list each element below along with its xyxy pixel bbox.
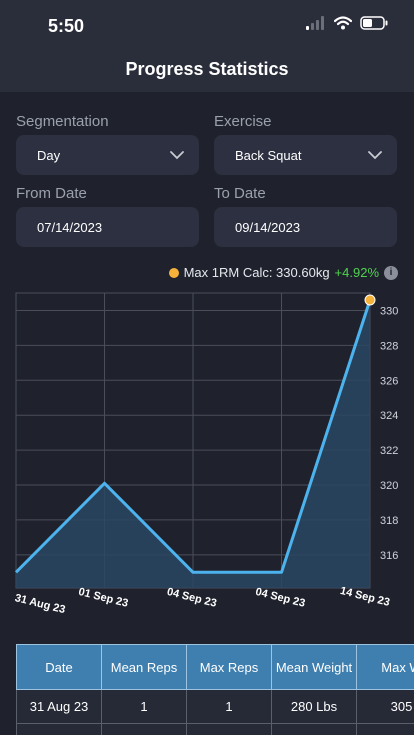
stats-table: Date Mean Reps Max Reps Mean Weight Max … [16,644,414,735]
status-time: 5:50 [48,16,85,36]
from-date-value: 07/14/2023 [37,219,103,235]
cell-mean-weight: 275.00 Lbs [271,723,357,735]
stats-table-container[interactable]: Date Mean Reps Max Reps Mean Weight Max … [16,644,414,735]
y-tick-label: 326 [380,375,398,387]
battery-icon [360,16,388,30]
segmentation-value: Day [37,147,61,163]
chevron-down-icon [368,151,382,160]
chart-legend: Max 1RM Calc: 330.60kg +4.92% i [168,265,398,280]
wifi-icon [334,16,352,30]
cell-mean-reps: 1 [101,723,187,735]
cell-mean-weight: 280 Lbs [271,689,357,724]
x-tick-label: 31 Aug 23 [14,592,67,616]
cell-max-weight: 305 [356,689,414,724]
to-date-field[interactable]: 09/14/2023 [214,207,397,247]
to-date-label: To Date [214,185,266,202]
header-mean-reps: Mean Reps [101,644,187,690]
x-tick-label: 04 Sep 23 [166,586,218,610]
cell-date: 31 Aug 23 [16,689,102,724]
header-max-weight: Max W [356,644,414,690]
cellular-signal-icon [306,16,324,30]
data-point [364,294,376,306]
legend-dot [168,267,179,278]
table-row: 31 Aug 23 1 1 280 Lbs 305 [16,689,414,724]
from-date-label: From Date [16,185,87,202]
status-icons [306,16,388,30]
legend-label: Max 1RM Calc: 330.60kg [183,265,330,280]
y-tick-label: 328 [380,340,398,352]
from-date-field[interactable]: 07/14/2023 [16,207,199,247]
x-axis-ticks: 31 Aug 23 01 Sep 23 04 Sep 23 04 Sep 23 14 S… [14,585,391,616]
y-tick-label: 330 [380,305,398,317]
y-tick-label: 324 [380,410,398,422]
progress-chart: 316 318 320 322 324 326 328 330 31 Aug 23 01 Sep… [14,292,398,616]
chart-area-fill [16,299,370,588]
cell-max-reps: 1 [186,689,272,724]
header-date: Date [16,644,102,690]
chart-marks [15,294,376,573]
chart-grid [15,292,371,589]
cell-max-weight: 310 [356,723,414,735]
cell-date: 01 Sep 23 [16,723,102,735]
table-header-row: Date Mean Reps Max Reps Mean Weight Max … [16,644,414,690]
top-bar: 5:50 Progress Statistics [0,0,414,92]
exercise-value: Back Squat [235,147,302,163]
x-tick-label: 04 Sep 23 [254,586,306,610]
x-tick-label: 01 Sep 23 [77,586,129,610]
y-tick-label: 316 [380,550,398,562]
cell-max-reps: 1 [186,723,272,735]
y-axis-ticks: 316 318 320 322 324 326 328 330 [380,305,398,561]
header-mean-weight: Mean Weight [271,644,357,690]
info-icon[interactable]: i [384,265,398,280]
header-max-reps: Max Reps [186,644,272,690]
chevron-down-icon [170,151,184,160]
to-date-value: 09/14/2023 [235,219,301,235]
exercise-label: Exercise [214,113,272,130]
x-tick-label: 14 Sep 23 [339,585,391,609]
segmentation-select[interactable]: Day [16,135,199,175]
segmentation-label: Segmentation [16,113,109,130]
y-tick-label: 320 [380,480,398,492]
legend-change: +4.92% [334,265,379,280]
y-tick-label: 318 [380,515,398,527]
cell-mean-reps: 1 [101,689,187,724]
y-tick-label: 322 [380,445,398,457]
table-row: 01 Sep 23 1 1 275.00 Lbs 310 [16,723,414,735]
exercise-select[interactable]: Back Squat [214,135,397,175]
page-title: Progress Statistics [125,59,289,79]
